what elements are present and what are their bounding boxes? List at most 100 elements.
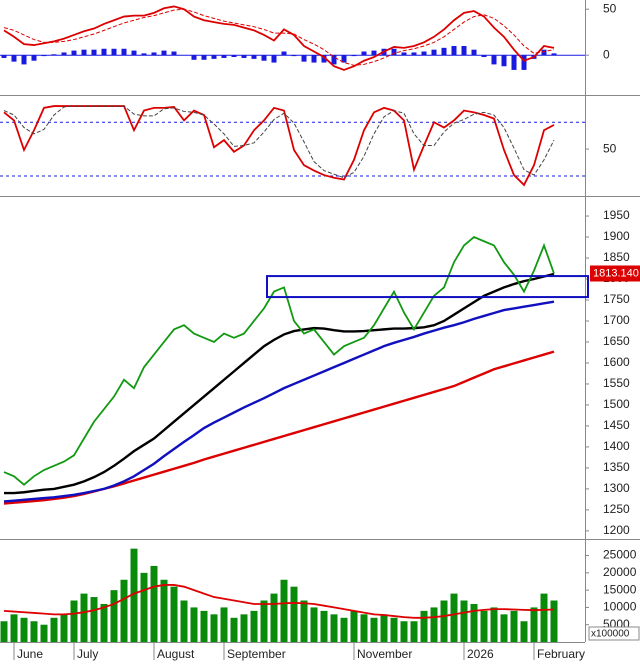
series-line xyxy=(3,5,555,71)
x-tick-label: July xyxy=(77,647,98,661)
bar xyxy=(510,610,518,642)
bar xyxy=(271,55,277,63)
bar xyxy=(321,55,327,63)
bar xyxy=(391,48,397,56)
bar xyxy=(30,621,38,642)
y-tick-label: 25000 xyxy=(603,548,637,562)
bar xyxy=(231,55,237,58)
bar xyxy=(521,55,527,70)
series-line xyxy=(3,105,555,179)
bar xyxy=(541,49,547,56)
bar xyxy=(121,48,127,56)
series-line xyxy=(4,272,555,495)
series-line xyxy=(3,8,555,66)
bar xyxy=(70,600,78,642)
y-tick-label: 1750 xyxy=(603,292,630,306)
bar xyxy=(161,50,167,56)
bar xyxy=(141,53,147,56)
bar xyxy=(80,593,88,642)
bar xyxy=(501,55,507,67)
bar xyxy=(50,617,58,642)
bar xyxy=(31,55,37,61)
bar xyxy=(331,55,337,65)
bar xyxy=(301,55,307,62)
y-tick-label: 1900 xyxy=(603,229,630,243)
bar xyxy=(280,579,288,642)
y-tick-label: 1450 xyxy=(603,418,630,432)
bar xyxy=(11,55,17,62)
bar xyxy=(151,52,157,56)
bar xyxy=(451,46,457,56)
last-price-label: 1813.140 xyxy=(593,267,639,279)
bar xyxy=(110,590,118,642)
bar xyxy=(421,51,427,56)
bar xyxy=(240,614,248,642)
x-tick-label: September xyxy=(227,647,286,661)
bar xyxy=(21,55,27,65)
bar xyxy=(340,617,348,642)
bar xyxy=(130,548,138,642)
bar xyxy=(300,600,308,642)
x-tick-label: November xyxy=(357,647,412,661)
bar xyxy=(1,55,7,58)
y-tick-label: 20000 xyxy=(603,565,637,579)
series-line xyxy=(3,300,555,503)
bar xyxy=(440,600,448,642)
y-tick-label: 1350 xyxy=(603,460,630,474)
bar xyxy=(210,614,218,642)
bar xyxy=(320,610,328,642)
y-tick-label: 50 xyxy=(603,1,617,15)
y-tick-label: 1200 xyxy=(603,523,630,537)
bar xyxy=(361,51,367,56)
bar xyxy=(220,607,228,642)
bar xyxy=(410,621,418,642)
bar xyxy=(41,55,47,57)
bar xyxy=(230,617,238,642)
y-tick-label: 50 xyxy=(603,141,617,155)
y-tick-label: 1850 xyxy=(603,250,630,264)
y-tick-label: 0 xyxy=(603,47,610,61)
bar xyxy=(371,50,377,56)
series-line xyxy=(3,584,555,619)
bar xyxy=(60,614,68,642)
y-tick-label: 1500 xyxy=(603,397,630,411)
bar xyxy=(100,603,108,642)
bar xyxy=(500,614,508,642)
bar xyxy=(241,55,247,58)
bar xyxy=(150,565,158,642)
y-tick-label: 1650 xyxy=(603,334,630,348)
bar xyxy=(201,55,207,60)
bar xyxy=(221,55,227,58)
y-tick-label: 1250 xyxy=(603,502,630,516)
bar xyxy=(120,579,128,642)
bar xyxy=(490,607,498,642)
bar xyxy=(211,55,217,59)
y-tick-label: 1300 xyxy=(603,481,630,495)
bar xyxy=(431,49,437,56)
bar xyxy=(441,47,447,56)
bar xyxy=(200,610,208,642)
bar xyxy=(420,610,428,642)
bar xyxy=(111,48,117,56)
unit-box xyxy=(588,626,640,641)
bar xyxy=(290,586,298,642)
bar xyxy=(101,48,107,56)
bar xyxy=(350,610,358,642)
bar xyxy=(261,55,267,61)
zone-box xyxy=(266,275,589,299)
bar xyxy=(540,593,548,642)
bar xyxy=(411,52,417,56)
bar xyxy=(81,49,87,56)
bar xyxy=(370,617,378,642)
y-tick-label: 10000 xyxy=(603,600,637,614)
bar xyxy=(470,603,478,642)
y-tick-label: 1950 xyxy=(603,208,630,222)
bar xyxy=(171,51,177,56)
bar xyxy=(291,55,297,57)
bar xyxy=(481,55,487,58)
bar xyxy=(51,54,57,56)
bar xyxy=(191,55,197,60)
bar xyxy=(90,597,98,642)
